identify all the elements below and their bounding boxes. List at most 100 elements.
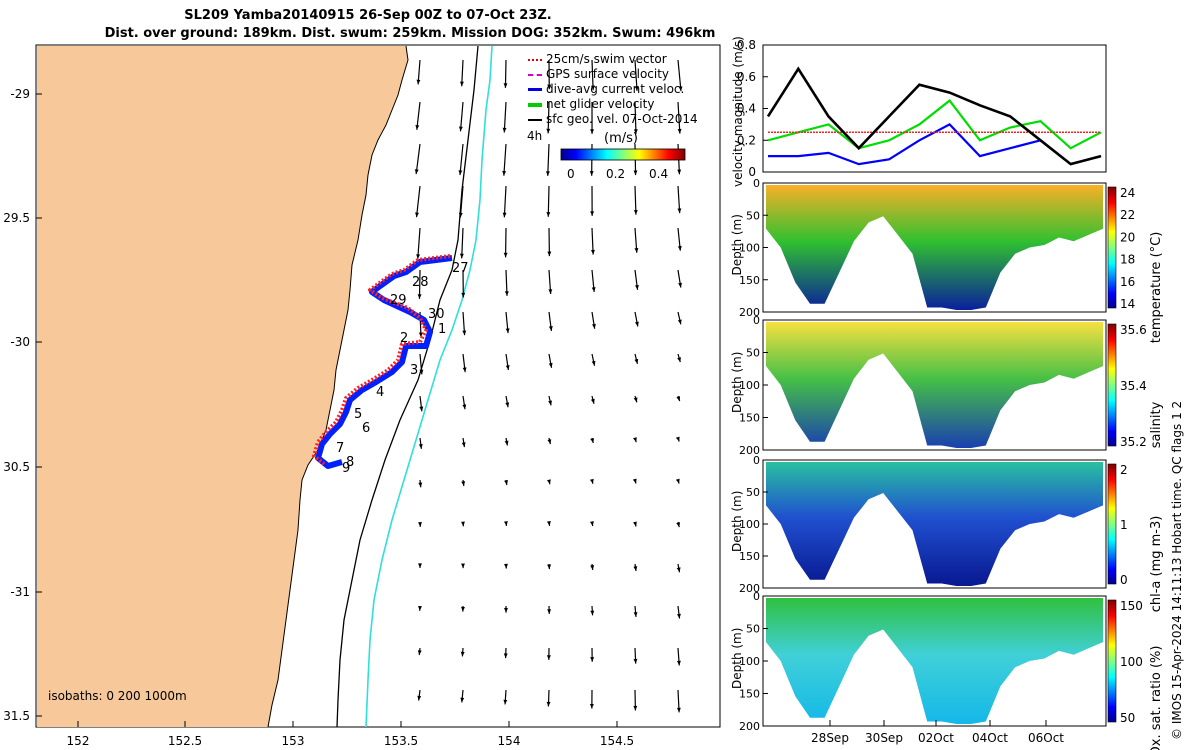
velocity-y-tick-label: 0 [748, 165, 756, 179]
velocity-arrow-head [633, 521, 637, 527]
velocity-arrow-head [548, 400, 552, 406]
track-day-label: 29 [390, 293, 407, 308]
depth-tick-label: 150 [739, 688, 760, 701]
section-data-fill [766, 185, 1103, 310]
time-tick-label: 06Oct [1028, 731, 1064, 745]
colorbar-tick-label: 35.6 [1120, 323, 1147, 337]
section-colorbar [1107, 599, 1117, 723]
glider-track-swim-vector [312, 254, 451, 466]
colorbar-unit: (m/s) [604, 131, 638, 146]
velocity-arrow-head [546, 521, 551, 526]
depth-axis-label: Depth (m) [730, 214, 744, 275]
velocity-arrow [418, 269, 421, 299]
velocity-series-line [767, 99, 1102, 150]
velocity-arrow-head [415, 124, 420, 130]
velocity-arrow [634, 59, 638, 91]
velocity-arrow-head [635, 321, 639, 327]
velocity-arrow-head [547, 479, 551, 485]
velocity-arrow-head [505, 365, 510, 370]
velocity-y-axis: 0 0.2 0.4 0.6 0.8 [737, 38, 768, 179]
velocity-arrow [417, 227, 421, 259]
map-panel: 27 28 29 301 2 3 456 789 152 152.5 153 153.5 154 154… [3, 44, 721, 748]
depth-tick-label: 50 [746, 209, 760, 222]
velocity-arrow [459, 185, 464, 218]
depth-tick-label: 150 [739, 550, 760, 563]
map-y-tick-label: -31 [10, 585, 30, 599]
velocity-arrow-head [591, 85, 595, 91]
velocity-arrow-head [590, 398, 595, 404]
velocity-arrow-head [417, 695, 422, 701]
velocity-arrow-head [418, 332, 423, 338]
velocity-arrow-head [458, 212, 463, 218]
velocity-arrow-head [676, 522, 681, 528]
velocity-arrow-head [462, 404, 467, 410]
velocity-arrow-head [634, 358, 639, 364]
depth-tick-label: 0 [753, 314, 760, 327]
velocity-arrow [503, 101, 507, 133]
velocity-arrow-head [677, 245, 682, 251]
hour-label: 4h [527, 129, 542, 143]
colorbar-label: temperature (°C) [1149, 232, 1164, 344]
colorbar-tick: 0.4 [649, 167, 668, 181]
map-colorbar [560, 148, 686, 161]
velocity-arrow-head [462, 330, 467, 336]
surface-velocity-arrows [414, 59, 683, 713]
depth-axis-label: Depth (m) [730, 628, 744, 689]
velocity-arrow [503, 143, 507, 176]
velocity-arrow-head [418, 563, 422, 569]
velocity-arrow-head [504, 563, 508, 569]
velocity-arrow-head [502, 127, 507, 133]
velocity-y-tick-label: 0.6 [737, 70, 756, 84]
velocity-arrow-head [459, 81, 464, 87]
velocity-arrow-head [677, 208, 682, 214]
velocity-series [766, 66, 1102, 166]
velocity-arrow-head [504, 608, 508, 613]
velocity-arrow [461, 227, 464, 259]
velocity-arrow-head [414, 169, 419, 175]
depth-tick-label: 100 [739, 242, 760, 255]
velocity-arrow-head [503, 653, 508, 659]
colorbar-tick-label: 35.2 [1120, 435, 1147, 449]
velocity-arrow-head [417, 294, 422, 299]
velocity-arrow-head [677, 613, 681, 619]
colorbar-label: chl-a (mg m-3) [1149, 516, 1164, 613]
legend-item: net glider velocity [528, 97, 718, 112]
velocity-arrow-head [415, 212, 419, 218]
velocity-arrow-head [547, 251, 552, 257]
velocity-arrow-head [677, 169, 682, 175]
velocity-arrow-head [677, 128, 682, 134]
velocity-arrow-head [591, 287, 596, 292]
map-x-tick-label: 153 [282, 734, 305, 748]
colorbar-tick-label: 22 [1120, 208, 1135, 222]
velocity-arrow [634, 101, 637, 134]
velocity-arrow-head [461, 292, 466, 298]
track-day-labels: 27 28 29 301 2 3 456 789 [336, 261, 469, 476]
velocity-arrow-head [633, 437, 637, 443]
velocity-arrow-head [503, 521, 508, 526]
depth-tick-label: 200 [739, 720, 760, 733]
legend-item: 25cm/s swim vector [528, 52, 718, 67]
velocity-arrow-head [504, 440, 509, 446]
glider-track-dive-avg [315, 255, 453, 469]
track-day-label: 30 [428, 307, 445, 322]
map-y-tick-label: -30 [10, 335, 30, 349]
velocity-arrow-head [547, 609, 552, 614]
velocity-arrow-head [416, 79, 421, 85]
velocity-arrow-head [461, 521, 465, 527]
map-x-tick-label: 152 [67, 734, 90, 748]
velocity-arrow-head [633, 210, 638, 215]
velocity-arrow-head [503, 252, 508, 258]
velocity-arrow-head [589, 171, 594, 176]
colorbar-tick-label: 16 [1120, 275, 1135, 289]
velocity-arrow-head [677, 660, 681, 666]
depth-tick-label: 50 [746, 486, 760, 499]
velocity-series-line [766, 66, 1102, 166]
velocity-arrow-head [633, 129, 638, 134]
depth-tick-label: 100 [739, 655, 760, 668]
section-colorbar [1107, 463, 1117, 585]
velocity-arrow-head [502, 170, 507, 176]
depth-tick-label: 200 [739, 444, 760, 457]
colorbar-tick-label: 24 [1120, 186, 1135, 200]
velocity-arrow-head [458, 170, 463, 176]
